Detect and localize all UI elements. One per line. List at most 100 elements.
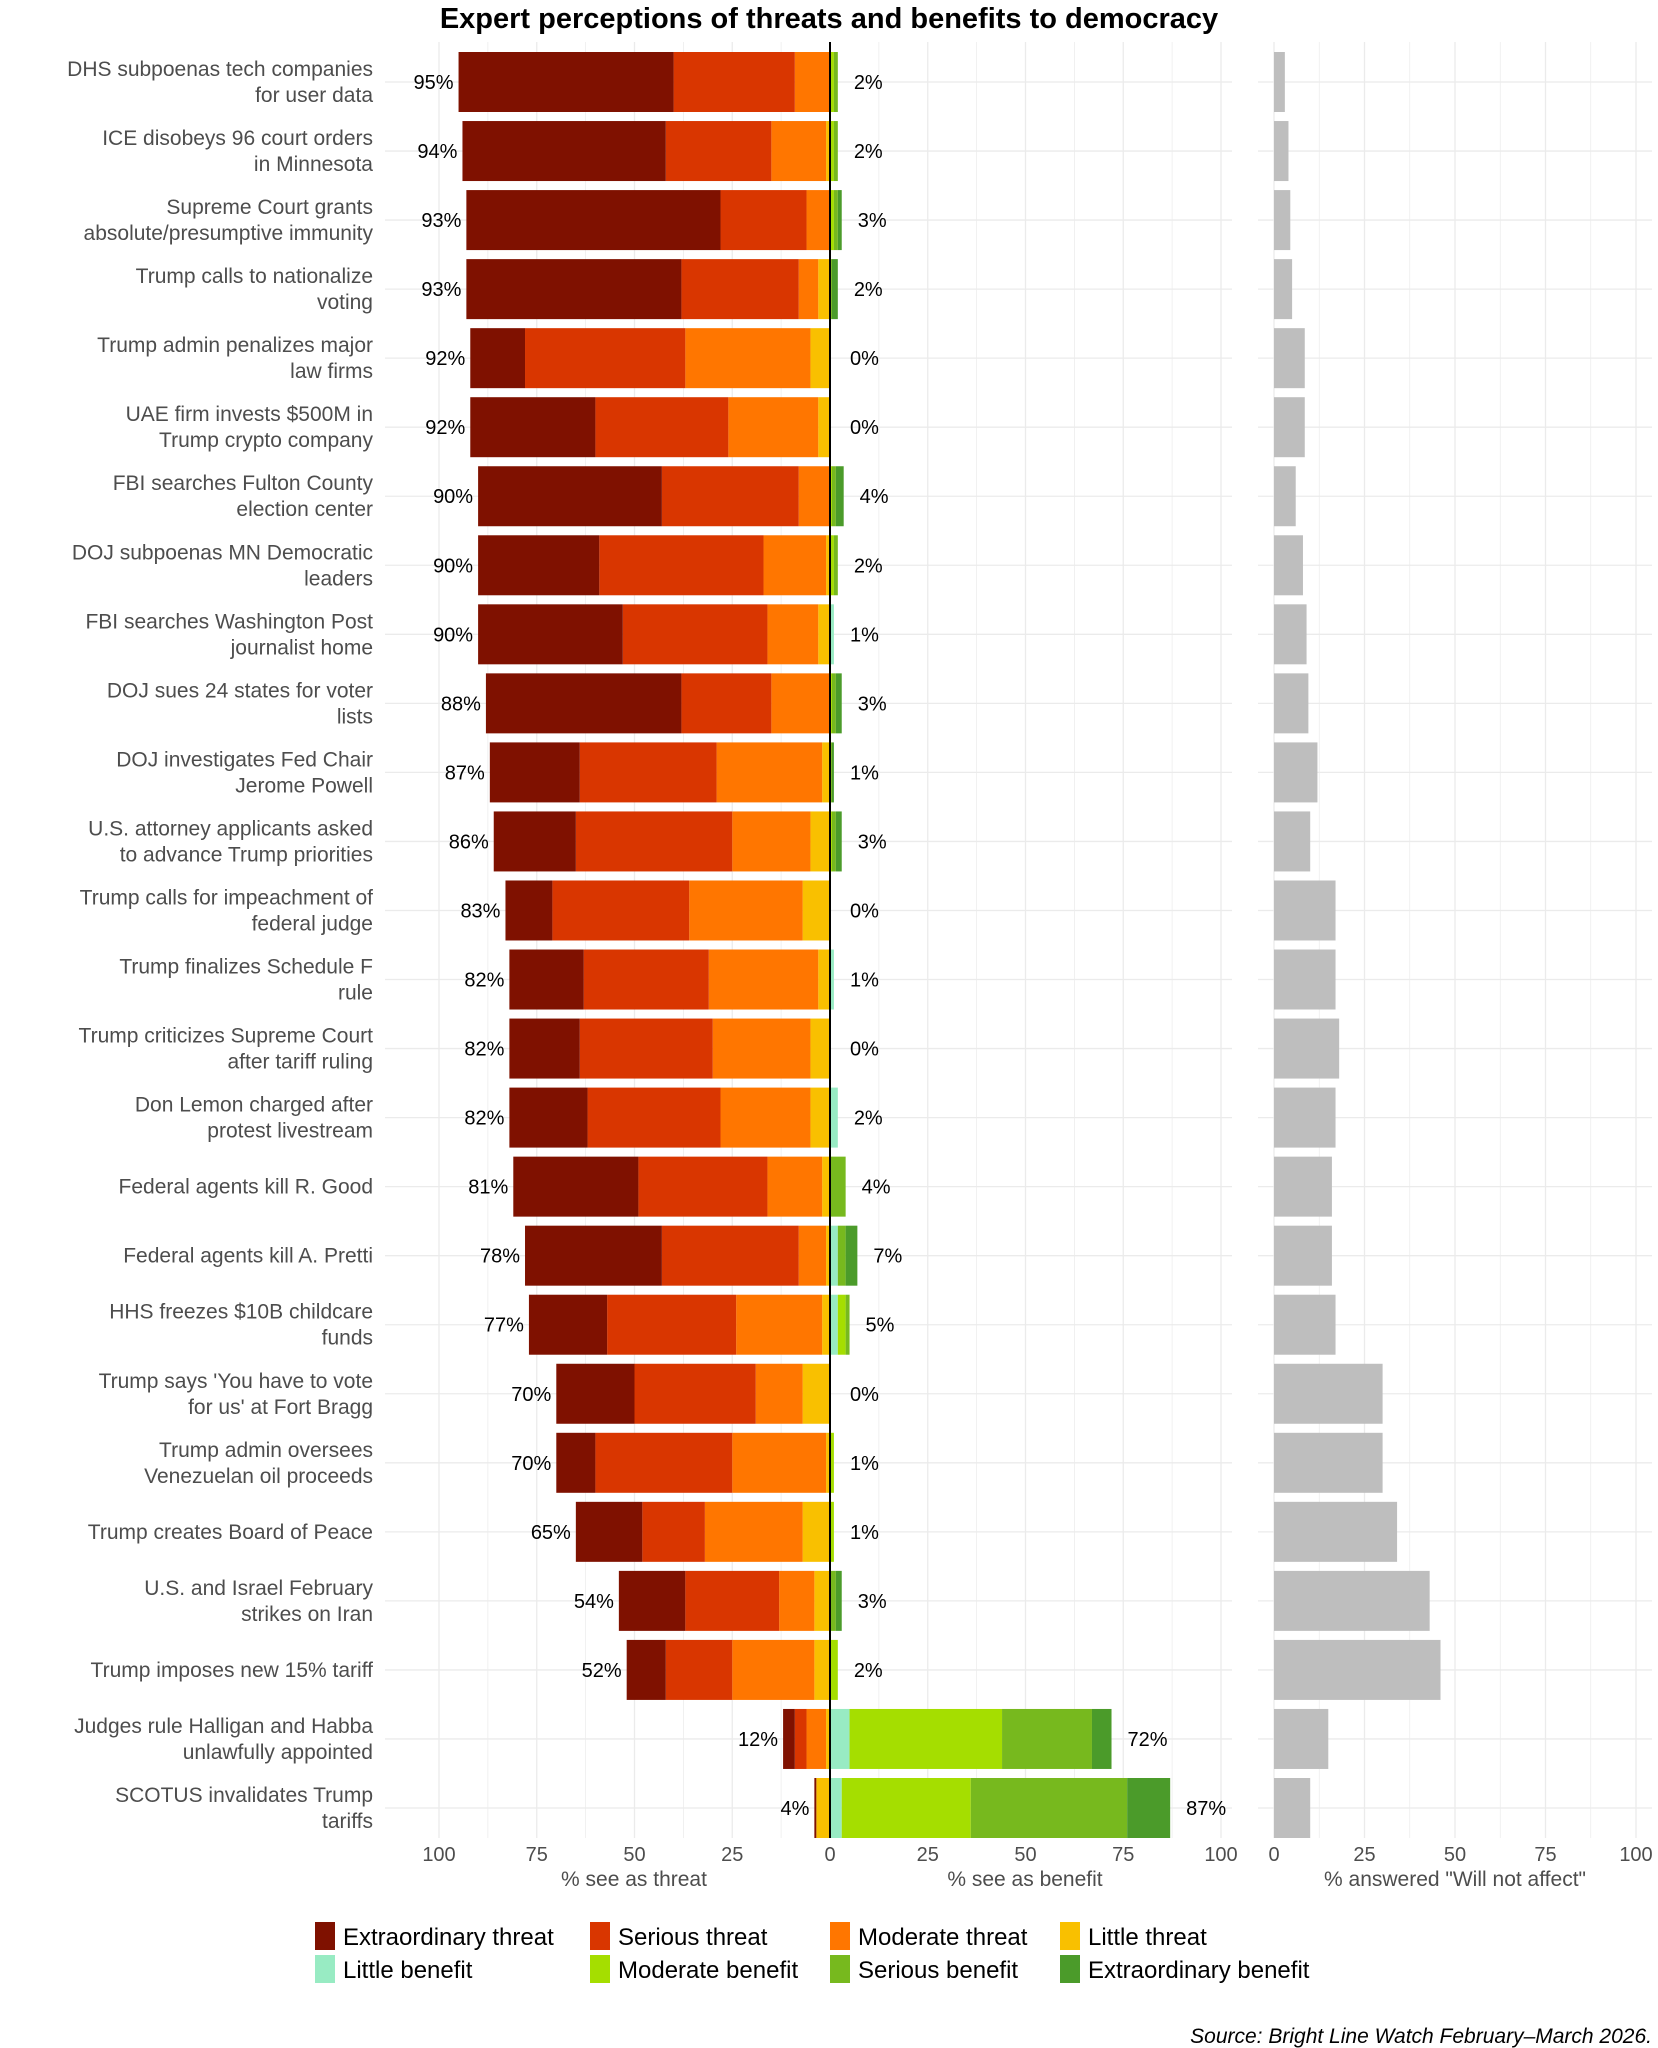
threat-segment-little-threat: [826, 1708, 830, 1769]
benefit-tick-label: 100: [1204, 1844, 1237, 1866]
row-label: election center: [236, 498, 373, 521]
threat-segment-little-threat: [810, 328, 830, 389]
threat-segment-little-threat: [826, 535, 830, 596]
benefit-total-label: 2%: [854, 279, 883, 301]
legend-label: Little benefit: [343, 1957, 473, 1984]
row-label: U.S. and Israel February: [144, 1577, 373, 1600]
threat-total-label: 4%: [780, 1798, 809, 1820]
legend-swatch: [1060, 1922, 1080, 1950]
row-label: for us' at Fort Bragg: [188, 1396, 373, 1419]
threat-segment-moderate-threat: [798, 1225, 827, 1286]
benefit-total-label: 4%: [860, 486, 889, 508]
benefit-total-label: 3%: [858, 1591, 887, 1613]
threat-segment-serious-threat: [575, 811, 733, 872]
benefit-total-label: 5%: [866, 1315, 895, 1337]
threat-total-label: 52%: [582, 1660, 622, 1682]
row-label: Federal agents kill A. Pretti: [123, 1245, 373, 1268]
threat-segment-moderate-threat: [716, 742, 823, 803]
threat-tick-label: 50: [623, 1844, 645, 1866]
threat-segment-extraordinary-threat: [783, 1708, 795, 1769]
benefit-total-label: 0%: [850, 1384, 879, 1406]
no-effect-bar: [1274, 673, 1309, 734]
threat-segment-serious-threat: [525, 328, 686, 389]
benefit-total-label: 1%: [850, 624, 879, 646]
threat-total-label: 94%: [417, 141, 457, 163]
row-label: Trump creates Board of Peace: [88, 1521, 373, 1544]
row-label: lists: [337, 705, 373, 728]
threat-segment-moderate-threat: [806, 1708, 827, 1769]
benefit-segment-serious-benefit: [833, 190, 838, 251]
benefit-segment-extraordinary-benefit: [1091, 1708, 1112, 1769]
no-effect-tick-label: 100: [1619, 1844, 1652, 1866]
benefit-segment-little-benefit: [830, 1708, 850, 1769]
threat-segment-little-threat: [802, 1501, 830, 1562]
row-label: federal judge: [252, 912, 373, 935]
threat-segment-extraordinary-threat: [814, 1778, 817, 1838]
benefit-segment-serious-benefit: [845, 1294, 850, 1355]
no-effect-bar: [1274, 880, 1336, 941]
threat-total-label: 90%: [433, 486, 473, 508]
legend-label: Extraordinary threat: [343, 1924, 554, 1951]
threat-segment-extraordinary-threat: [462, 121, 666, 182]
benefit-segment-moderate-benefit: [830, 52, 834, 112]
threat-segment-serious-threat: [681, 259, 799, 320]
row-label: journalist home: [230, 636, 373, 659]
row-label: Trump calls for impeachment of: [80, 886, 373, 909]
threat-segment-serious-threat: [599, 535, 764, 596]
row-label: ICE disobeys 96 court orders: [102, 127, 373, 150]
benefit-total-label: 3%: [858, 693, 887, 715]
row-label: strikes on Iran: [241, 1603, 373, 1626]
benefit-segment-extraordinary-benefit: [835, 673, 842, 734]
benefit-total-label: 2%: [854, 555, 883, 577]
threat-segment-moderate-threat: [689, 880, 803, 941]
row-label: funds: [322, 1327, 373, 1350]
threat-segment-extraordinary-threat: [509, 1087, 588, 1148]
threat-segment-moderate-threat: [767, 604, 819, 665]
legend-swatch: [315, 1922, 335, 1950]
benefit-total-label: 0%: [850, 1039, 879, 1061]
threat-segment-little-threat: [818, 949, 830, 1010]
threat-total-label: 95%: [414, 72, 454, 94]
benefit-segment-moderate-benefit: [830, 1501, 834, 1562]
benefit-total-label: 0%: [850, 348, 879, 370]
row-label: Trump finalizes Schedule F: [119, 956, 373, 979]
benefit-segment-moderate-benefit: [830, 1432, 834, 1493]
row-label: DOJ subpoenas MN Democratic: [72, 541, 373, 564]
row-label: DOJ investigates Fed Chair: [116, 748, 373, 771]
axes: 100 75 50 25 0 25 50 75 100 0 25 50 75 100: [422, 42, 1653, 1866]
threat-segment-moderate-threat: [728, 397, 819, 458]
no-effect-tick-label: 0: [1268, 1844, 1279, 1866]
benefit-segment-serious-benefit: [833, 52, 838, 112]
row-label: Judges rule Halligan and Habba: [74, 1715, 373, 1738]
row-label: Trump criticizes Supreme Court: [79, 1025, 374, 1048]
no-effect-bar: [1274, 949, 1336, 1010]
threat-segment-moderate-threat: [779, 1570, 815, 1631]
threat-segment-moderate-threat: [720, 1087, 811, 1148]
legend-swatch: [315, 1955, 335, 1983]
threat-segment-moderate-threat: [732, 1639, 815, 1700]
no-effect-tick-label: 50: [1444, 1844, 1466, 1866]
threat-segment-moderate-threat: [732, 811, 811, 872]
row-label: rule: [338, 982, 373, 1005]
no-effect-bar: [1274, 1363, 1383, 1424]
threat-segment-extraordinary-threat: [478, 466, 662, 527]
legend-label: Serious threat: [618, 1924, 768, 1951]
benefit-total-label: 1%: [850, 1522, 879, 1544]
benefit-segment-extraordinary-benefit: [837, 190, 842, 251]
threat-segment-little-threat: [826, 1432, 830, 1493]
source-note: Source: Bright Line Watch February–March…: [1190, 2025, 1652, 2048]
legend-swatch: [830, 1955, 850, 1983]
benefit-segment-little-benefit: [830, 1294, 838, 1355]
threat-segment-little-threat: [802, 1363, 830, 1424]
threat-segment-serious-threat: [642, 1501, 705, 1562]
threat-segment-extraordinary-threat: [626, 1639, 666, 1700]
legend-swatch: [830, 1922, 850, 1950]
benefit-segment-extraordinary-benefit: [845, 1225, 858, 1286]
threat-segment-moderate-threat: [771, 673, 830, 734]
benefit-segment-extraordinary-benefit: [831, 742, 834, 803]
benefit-total-label: 1%: [850, 762, 879, 784]
threat-segment-serious-threat: [607, 1294, 737, 1355]
threat-total-label: 65%: [531, 1522, 571, 1544]
no-effect-bar: [1274, 742, 1318, 803]
legend: Extraordinary threat Serious threat Modera…: [315, 1922, 1310, 1984]
